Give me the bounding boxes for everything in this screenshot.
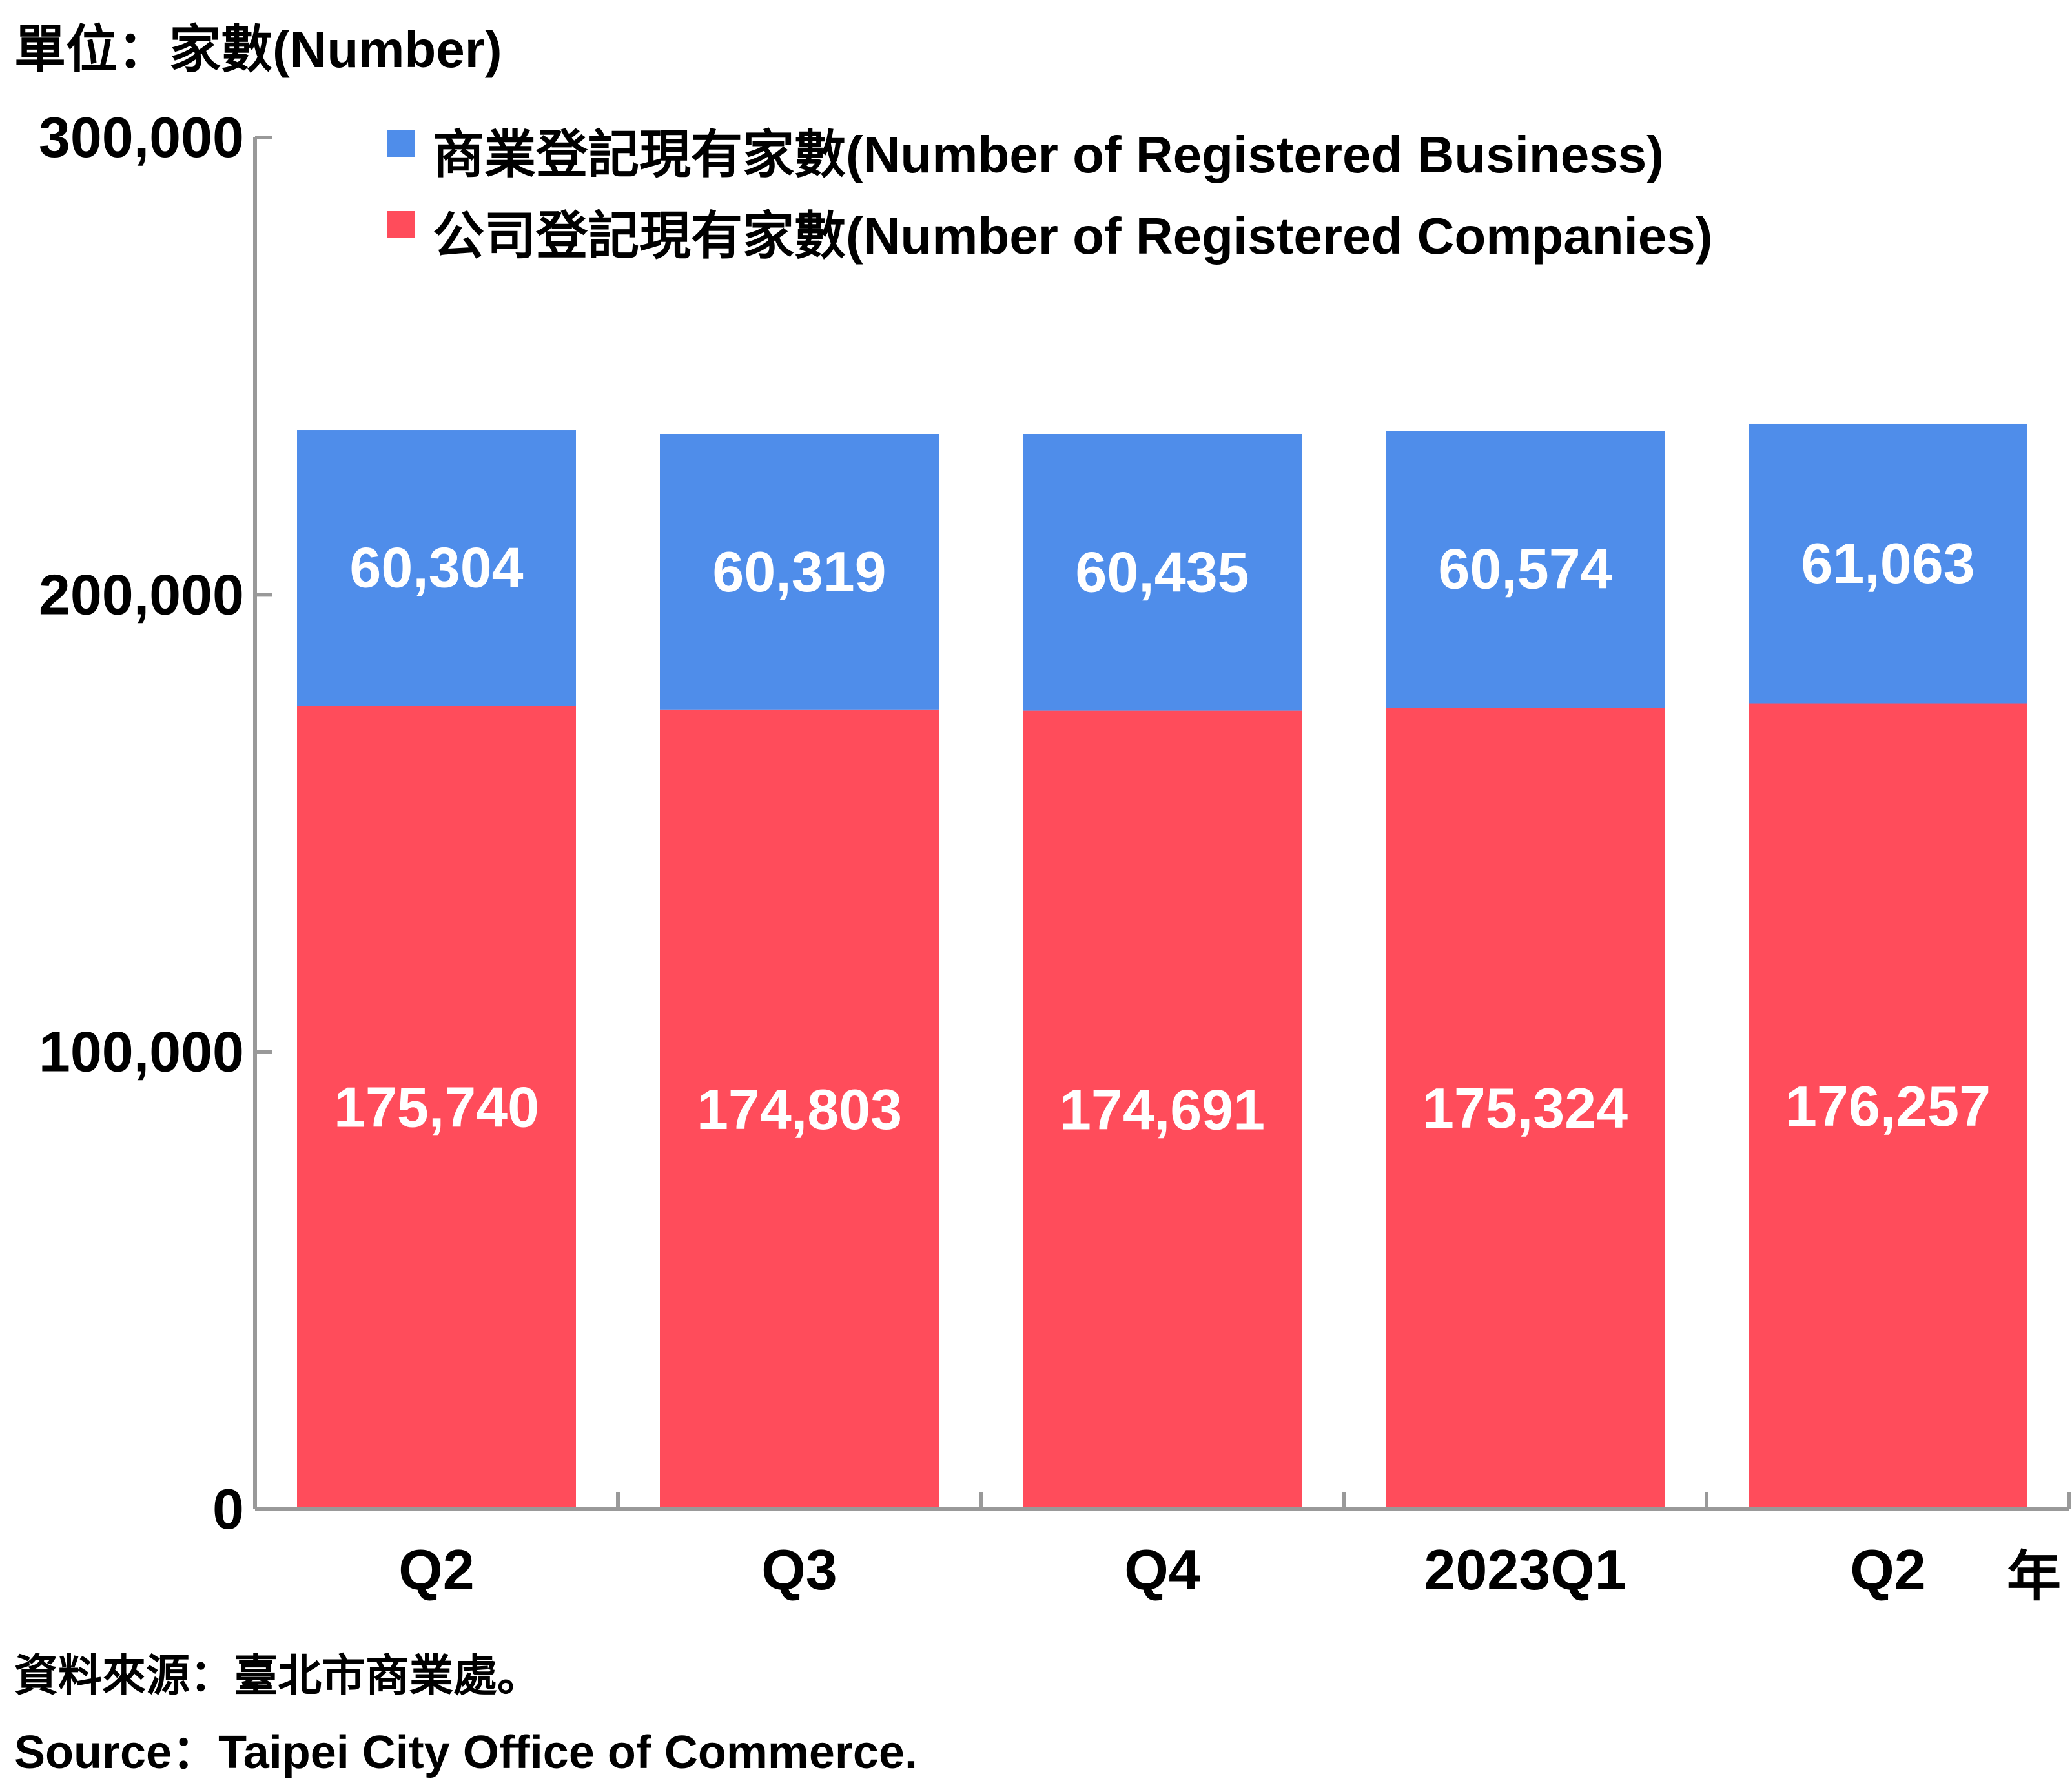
data-label-companies-4: 176,257 — [1785, 1074, 1991, 1138]
x-tick-label-2: Q4 — [1124, 1538, 1200, 1602]
legend-label-companies: 公司登記現有家數(Number of Registered Companies) — [433, 207, 1713, 265]
bar-business-3 — [1386, 431, 1665, 708]
x-axis-year-suffix: 年 — [2007, 1546, 2062, 1607]
source-note-zh: 資料來源：臺北市商業處。 — [14, 1651, 542, 1700]
x-tick-label-0: Q2 — [398, 1538, 474, 1602]
bar-companies-2 — [1023, 710, 1302, 1509]
data-label-companies-2: 174,691 — [1060, 1077, 1265, 1141]
x-tick-label-3: 2023Q1 — [1424, 1538, 1626, 1602]
x-tick-label-1: Q3 — [761, 1538, 837, 1602]
y-tick-label-1: 100,000 — [39, 1020, 244, 1084]
data-label-business-0: 60,304 — [349, 536, 523, 600]
bar-business-4 — [1749, 423, 2027, 704]
data-label-companies-1: 174,803 — [697, 1077, 902, 1141]
legend-label-business: 商業登記現有家數(Number of Registered Business) — [433, 126, 1664, 183]
bar-business-2 — [1023, 434, 1302, 711]
bar-companies-1 — [660, 709, 939, 1509]
data-label-companies-0: 175,740 — [334, 1075, 539, 1139]
bar-companies-4 — [1749, 703, 2027, 1509]
legend-swatch-companies — [387, 211, 415, 238]
data-label-business-4: 61,063 — [1801, 531, 1975, 595]
y-tick-label-0: 0 — [212, 1477, 244, 1541]
data-label-business-1: 60,319 — [712, 540, 886, 604]
bar-business-1 — [660, 434, 939, 710]
data-label-business-3: 60,574 — [1438, 537, 1612, 601]
data-label-companies-3: 175,324 — [1422, 1076, 1628, 1140]
legend-swatch-business — [387, 130, 415, 157]
y-tick-label-2: 200,000 — [39, 562, 244, 626]
y-tick-label-3: 300,000 — [39, 105, 244, 169]
x-tick-label-4: Q2 — [1850, 1538, 1925, 1602]
source-note-en: Source：Taipei City Office of Commerce. — [14, 1727, 918, 1778]
bar-business-0 — [297, 430, 576, 706]
bar-companies-0 — [297, 706, 576, 1509]
data-label-business-2: 60,435 — [1075, 540, 1249, 604]
bar-companies-3 — [1386, 708, 1665, 1509]
unit-label: 單位：家數(Number) — [14, 21, 502, 78]
